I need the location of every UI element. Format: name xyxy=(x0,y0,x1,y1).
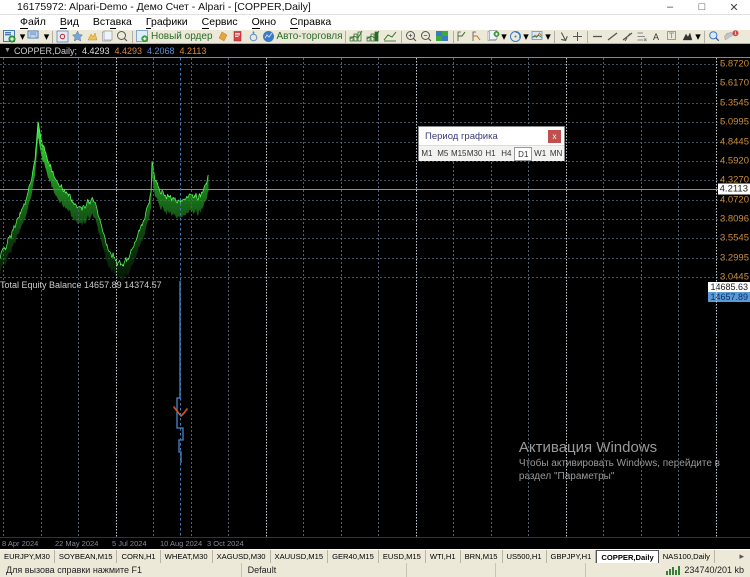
svg-text:A: A xyxy=(653,32,659,42)
